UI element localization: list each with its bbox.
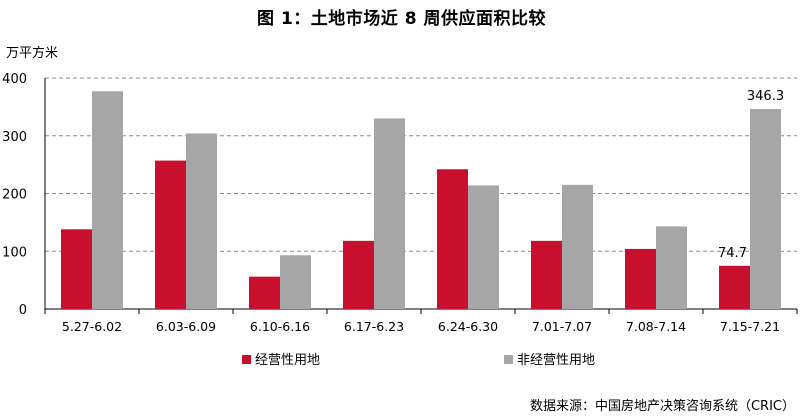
bar-non-commercial — [750, 109, 781, 309]
bar-commercial — [249, 276, 280, 309]
bar-commercial — [625, 248, 656, 309]
bar-non-commercial — [562, 184, 593, 309]
x-tick-label: 7.08-7.14 — [626, 319, 686, 334]
y-tick-label: 0 — [19, 303, 27, 318]
bar-commercial — [155, 160, 186, 309]
bar-non-commercial — [280, 255, 311, 309]
bar-non-commercial — [656, 226, 687, 309]
y-tick-label: 100 — [2, 245, 27, 260]
bar-commercial — [531, 240, 562, 309]
legend-swatch — [242, 355, 251, 364]
source-note: 数据来源：中国房地产决策咨询系统（CRIC） — [529, 399, 795, 414]
bar-non-commercial — [468, 185, 499, 309]
x-tick-label: 7.15-7.21 — [720, 319, 780, 334]
chart-title: 图 1：土地市场近 8 周供应面积比较 — [257, 9, 546, 29]
bar-commercial — [719, 265, 750, 309]
legend-label: 经营性用地 — [255, 353, 320, 368]
data-label: 346.3 — [747, 89, 784, 104]
y-tick-label: 300 — [2, 130, 27, 145]
bar-non-commercial — [374, 118, 405, 309]
bar-commercial — [61, 229, 92, 309]
bar-non-commercial — [186, 133, 217, 309]
y-axis-unit-label: 万平方米 — [6, 45, 58, 61]
data-label: 74.7 — [718, 246, 747, 261]
x-tick-label: 6.17-6.23 — [344, 319, 404, 334]
x-tick-label: 6.10-6.16 — [250, 319, 310, 334]
x-tick-label: 5.27-6.02 — [62, 319, 122, 334]
x-tick-label: 6.03-6.09 — [156, 319, 216, 334]
bar-commercial — [343, 240, 374, 309]
legend-swatch — [504, 355, 513, 364]
y-tick-label: 400 — [2, 72, 27, 87]
bar-non-commercial — [92, 91, 123, 309]
x-tick-label: 6.24-6.30 — [438, 319, 498, 334]
x-tick-label: 7.01-7.07 — [532, 319, 592, 334]
bar-commercial — [437, 169, 468, 309]
y-tick-label: 200 — [2, 188, 27, 203]
legend-label: 非经营性用地 — [517, 353, 595, 368]
